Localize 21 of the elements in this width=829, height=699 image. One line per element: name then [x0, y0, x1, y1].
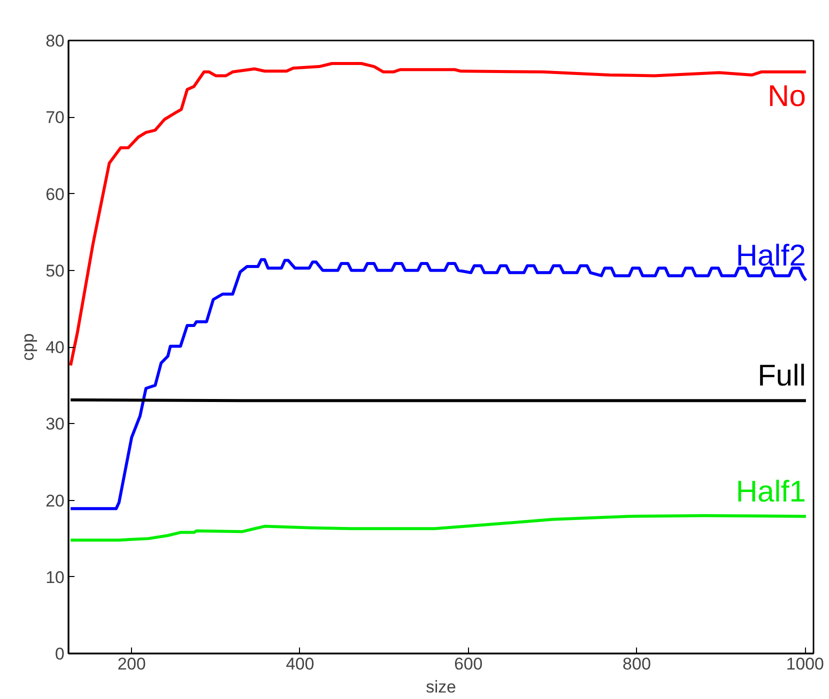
x-tick-label: 400	[286, 654, 314, 674]
series-label: Half1	[736, 475, 806, 508]
x-tick-label: 1000	[786, 654, 824, 674]
x-tick-label: 800	[622, 654, 651, 674]
y-tick-label: 20	[46, 491, 65, 510]
series-label: Half2	[736, 239, 806, 272]
y-tick-label: 10	[46, 568, 65, 587]
y-tick-label: 0	[55, 644, 65, 664]
y-tick-label: 50	[46, 261, 65, 280]
y-tick-label: 40	[46, 338, 65, 357]
y-axis-title: cpp	[18, 333, 38, 361]
y-tick-label: 60	[46, 184, 65, 204]
y-tick-label: 30	[46, 414, 65, 434]
line-series	[69, 514, 808, 542]
y-tick-label: 70	[46, 108, 65, 128]
y-tick-label: 80	[46, 32, 65, 50]
x-axis-title: size	[426, 678, 456, 696]
series-label: Full	[758, 360, 806, 393]
x-tick-label: 600	[454, 654, 483, 674]
x-tick-label: 200	[117, 654, 146, 674]
series-label: No	[768, 80, 806, 113]
